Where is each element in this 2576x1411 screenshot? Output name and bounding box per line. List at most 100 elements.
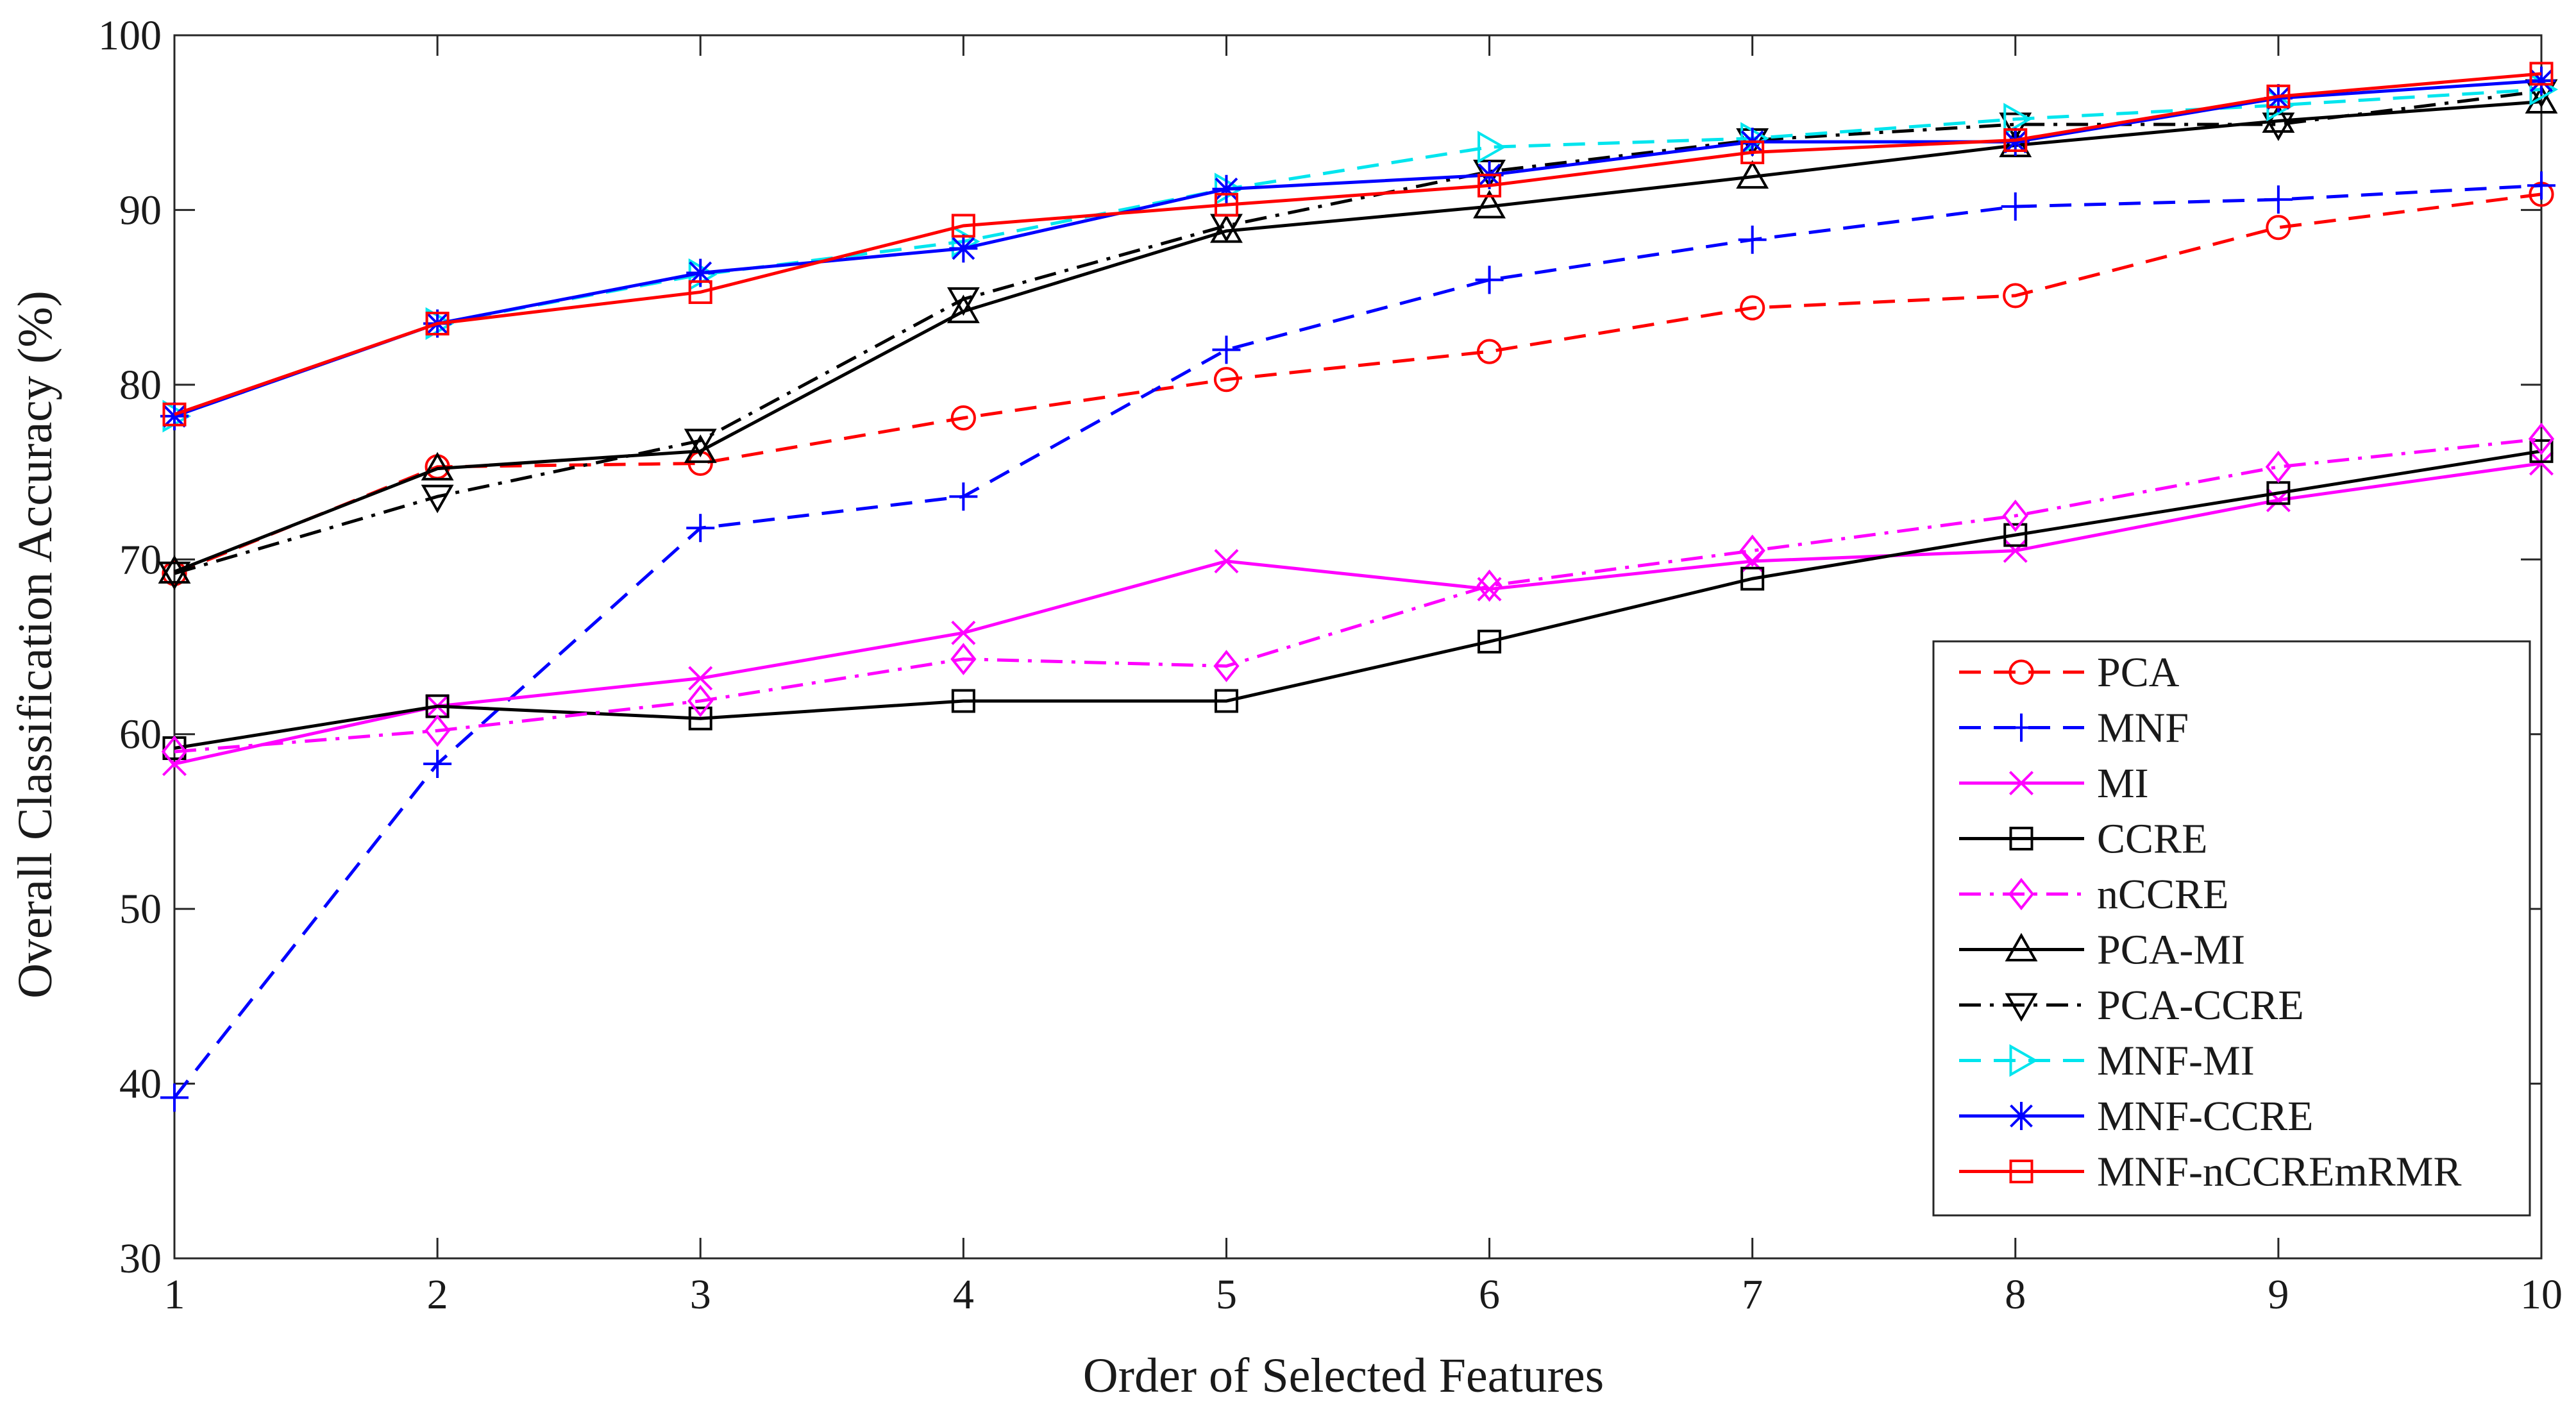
data-point-mi [688, 666, 713, 691]
data-point-mnf-nccremrmr [1214, 192, 1238, 217]
legend-marker [2009, 827, 2033, 850]
data-point-mnf [686, 514, 715, 543]
series-line-nccre [174, 437, 2542, 754]
data-point-pca-ccre [947, 287, 980, 316]
legend-label: CCRE [2097, 816, 2207, 863]
data-point-mnf-ccre [949, 234, 978, 263]
data-point-mnf-ccre [686, 258, 715, 287]
data-point-mnf-nccremrmr [1740, 140, 1765, 165]
y-tick-label: 100 [98, 12, 162, 59]
data-point-pca [1476, 339, 1503, 364]
series-line-mnf [173, 183, 2542, 1099]
legend-marker [2007, 713, 2035, 742]
series-nccre [161, 423, 2555, 768]
data-point-nccre [950, 643, 977, 675]
data-point-mnf-nccremrmr [162, 402, 187, 427]
data-point-ccre [1477, 629, 1502, 654]
data-point-pca-mi [684, 434, 717, 463]
legend-marker [2008, 659, 2034, 685]
data-point-ccre [1740, 566, 1765, 591]
legend-entry: PCA [1959, 649, 2180, 696]
x-tick-label: 2 [427, 1271, 448, 1318]
data-point-mi [2529, 451, 2554, 476]
series-line-pca-ccre [174, 89, 2542, 575]
legend-entry: MNF-nCCREmRMR [1959, 1149, 2461, 1196]
data-point-mi [1214, 548, 1239, 574]
data-point-nccre [687, 684, 714, 718]
data-point-pca-ccre [158, 561, 191, 591]
data-point-ccre [951, 689, 975, 713]
legend-entry: MNF [1959, 705, 2189, 752]
legend-label: PCA-MI [2097, 927, 2245, 974]
y-tick-label: 60 [119, 711, 162, 758]
legend-entry: MI [1959, 760, 2149, 807]
data-point-pca-ccre [421, 484, 454, 514]
data-point-pca [1213, 367, 1240, 393]
data-point-pca-mi [947, 294, 980, 323]
legend-entry: CCRE [1959, 816, 2207, 863]
series-ccre [162, 439, 2554, 761]
y-tick-label: 90 [119, 187, 162, 233]
data-point-mnf [2001, 192, 2030, 221]
series-line-pca-mi [174, 100, 2542, 573]
data-point-mnf-nccremrmr [425, 312, 450, 336]
series-line-mnf-nccremrmr [174, 72, 2542, 416]
data-point-mnf-nccremrmr [1477, 173, 1502, 198]
y-tick-label: 40 [119, 1061, 162, 1108]
data-point-mnf-ccre [2001, 128, 2030, 156]
data-point-nccre [1213, 650, 1240, 682]
legend-entry: MNF-CCRE [1959, 1093, 2313, 1140]
series-layer [158, 62, 2559, 1112]
data-point-mnf-nccremrmr [688, 280, 712, 304]
x-tick-label: 4 [953, 1271, 974, 1318]
legend-label: PCA [2097, 649, 2180, 696]
y-tick-label: 30 [119, 1235, 162, 1282]
series-line-mnf-mi [174, 87, 2542, 418]
legend-marker [2007, 1102, 2035, 1130]
y-tick-label: 50 [119, 886, 162, 933]
data-point-nccre [2002, 499, 2028, 532]
legend: PCA MNF MI CCRE nCCRE PCA-MI PCA-CCRE MNF-MI MNF… [1932, 640, 2531, 1217]
series-pca-mi [158, 85, 2558, 584]
data-point-ccre [1214, 689, 1238, 713]
y-axis-label: Overall Classification Accuracy (%) [8, 291, 62, 999]
data-point-nccre [1739, 534, 1765, 567]
data-point-mnf [1738, 225, 1767, 254]
axes: 1 2 3 4 5 6 7 8 9 10 30 40 50 60 70 80 90 100 [98, 12, 2563, 1318]
data-point-pca-mi [2262, 104, 2295, 133]
data-point-nccre [1476, 569, 1503, 602]
x-tick-label: 10 [2520, 1271, 2563, 1318]
x-tick-label: 3 [690, 1271, 711, 1318]
y-tick-label: 80 [119, 362, 162, 409]
series-pca-ccre [158, 79, 2558, 591]
data-point-nccre [161, 735, 188, 768]
data-point-nccre [2265, 450, 2292, 484]
legend-entry: PCA-CCRE [1959, 982, 2304, 1029]
data-point-pca-mi [1473, 189, 1506, 219]
legend-marker [2005, 933, 2038, 961]
data-point-mnf-nccremrmr [2003, 128, 2028, 152]
legend-label: MNF-CCRE [2097, 1093, 2313, 1140]
x-tick-label: 9 [2268, 1271, 2289, 1318]
series-line-pca [174, 192, 2542, 575]
data-point-mnf [1212, 335, 1241, 364]
data-point-mnf-ccre [2264, 84, 2293, 113]
legend-label: MNF [2097, 705, 2189, 752]
series-mnf-nccremrmr [162, 62, 2554, 427]
plot-area-frame [173, 34, 2543, 1260]
data-point-nccre [2528, 423, 2555, 455]
legend-label: nCCRE [2097, 871, 2228, 918]
legend-marker [2008, 877, 2035, 911]
data-point-mnf [2527, 171, 2555, 200]
x-tick-label: 5 [1216, 1271, 1237, 1318]
data-point-pca-ccre [1999, 112, 2032, 141]
legend-entry: PCA-MI [1959, 927, 2245, 974]
data-point-pca-mi [421, 452, 454, 481]
data-point-pca [950, 405, 976, 431]
data-point-pca [2003, 283, 2028, 308]
data-point-pca [2266, 215, 2291, 241]
legend-label: MNF-MI [2097, 1038, 2255, 1085]
legend-box [1932, 640, 2531, 1217]
data-point-pca [1740, 295, 1765, 321]
